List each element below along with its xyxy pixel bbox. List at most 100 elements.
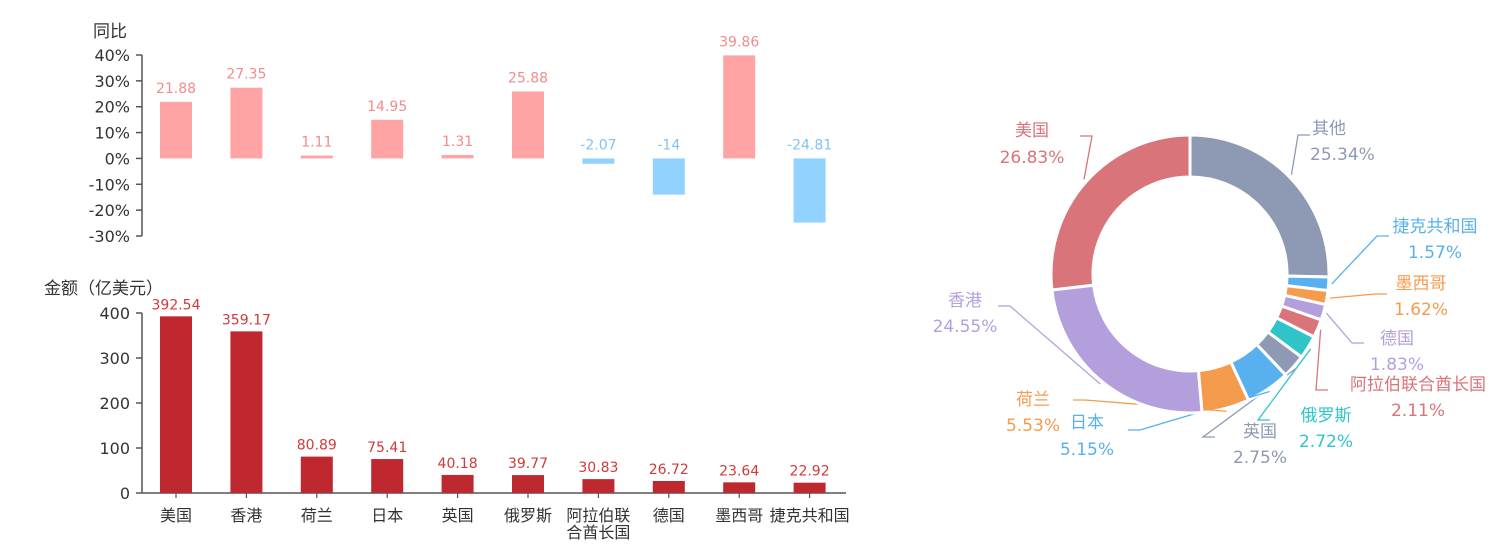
yoy-value-label: 39.86	[719, 34, 759, 50]
donut-slice-label: 英国	[1243, 422, 1277, 442]
donut-leader-line	[1290, 134, 1310, 175]
yoy-value-label: 27.35	[226, 67, 266, 83]
donut-leader-line	[998, 305, 1101, 385]
amount-y-tick-label: 400	[99, 304, 130, 323]
yoy-bar	[371, 119, 404, 159]
donut-leader-line	[1315, 329, 1328, 391]
amount-y-tick-label: 100	[99, 439, 130, 458]
donut-slice[interactable]	[1050, 283, 1204, 415]
amount-x-tick-label: 英国	[442, 506, 474, 525]
share-donut-chart: 其他 25.34% 捷克共和国 1.57% 墨西哥 1.62% 德国 1.83%阿拉伯联合酋长…	[933, 119, 1486, 468]
donut-slice-percent: 2.11%	[1391, 401, 1445, 421]
amount-bar	[793, 482, 826, 493]
amount-x-tick-label: 香港	[230, 506, 262, 525]
donut-slice[interactable]	[1188, 133, 1331, 279]
yoy-y-tick-label: -10%	[89, 175, 130, 194]
donut-slice-percent: 2.72%	[1299, 432, 1353, 452]
amount-value-label: 75.41	[367, 440, 407, 456]
yoy-y-tick-label: -20%	[89, 201, 130, 220]
amount-value-label: 23.64	[719, 463, 759, 479]
donut-slice-percent: 24.55%	[933, 317, 998, 337]
amount-bar	[652, 480, 685, 493]
amount-value-label: 80.89	[297, 438, 337, 454]
donut-slice-percent: 1.83%	[1370, 355, 1424, 375]
donut-leader-line	[1331, 235, 1389, 285]
yoy-y-tick-label: -30%	[89, 227, 130, 246]
yoy-bar	[512, 91, 544, 159]
amount-x-tick-label: 荷兰	[301, 506, 333, 525]
yoy-y-tick-label: 0%	[105, 149, 130, 168]
donut-slice[interactable]	[1049, 133, 1192, 292]
amount-value-label: 39.77	[508, 456, 548, 472]
amount-bar	[230, 331, 263, 493]
amount-bar	[300, 456, 333, 493]
donut-slice-percent: 26.83%	[1000, 148, 1065, 168]
yoy-value-label: -2.07	[580, 137, 616, 153]
donut-slice-label: 荷兰	[1016, 390, 1050, 410]
amount-y-tick-label: 0	[120, 484, 130, 503]
yoy-bar	[652, 158, 685, 195]
amount-x-tick-label: 合酋长国	[566, 523, 630, 542]
donut-leader-line	[1326, 312, 1364, 344]
amount-x-tick-label: 墨西哥	[715, 506, 763, 525]
amount-bar-chart: 0 100 200 300 400 392.54 美国 359.17 香港 80.89 荷兰 75.4…	[44, 279, 850, 542]
yoy-value-label: 21.88	[156, 81, 196, 97]
yoy-bar	[793, 158, 826, 223]
donut-leader-line	[1080, 135, 1093, 180]
amount-axis-title: 金额（亿美元）	[44, 279, 163, 299]
yoy-value-label: 14.95	[367, 99, 407, 115]
donut-slice-label: 阿拉伯联合酋长国	[1350, 375, 1486, 395]
amount-value-label: 26.72	[649, 462, 689, 478]
amount-x-tick-label: 美国	[160, 506, 192, 525]
amount-value-label: 392.54	[152, 297, 201, 313]
amount-x-tick-label: 阿拉伯联	[566, 506, 630, 525]
donut-slice-percent: 25.34%	[1310, 145, 1375, 165]
donut-slice-percent: 2.75%	[1233, 448, 1287, 468]
yoy-y-tick-label: 40%	[94, 46, 130, 65]
donut-slice-percent: 1.62%	[1394, 300, 1448, 320]
yoy-value-label: -14	[657, 137, 680, 153]
yoy-y-tick-label: 30%	[94, 72, 130, 91]
yoy-value-label: 1.31	[442, 134, 473, 150]
amount-bar	[582, 479, 615, 493]
amount-y-tick-label: 200	[99, 394, 130, 413]
amount-bar	[160, 316, 192, 493]
amount-x-tick-label: 俄罗斯	[504, 506, 552, 525]
amount-x-tick-label: 捷克共和国	[770, 506, 850, 525]
amount-value-label: 30.83	[578, 460, 618, 476]
yoy-bar	[160, 101, 192, 159]
amount-x-tick-label: 德国	[653, 506, 685, 525]
yoy-bar	[582, 158, 615, 164]
donut-slice-label: 美国	[1015, 121, 1049, 141]
donut-slice-label: 日本	[1070, 413, 1104, 433]
amount-value-label: 40.18	[438, 456, 478, 472]
donut-leader-line	[1329, 293, 1387, 299]
amount-value-label: 22.92	[790, 464, 830, 480]
donut-slice-percent: 5.15%	[1060, 440, 1114, 460]
amount-x-tick-label: 日本	[371, 506, 403, 525]
amount-bar	[371, 459, 404, 493]
amount-value-label: 359.17	[222, 312, 271, 328]
amount-y-tick-label: 300	[99, 349, 130, 368]
yoy-value-label: 25.88	[508, 71, 548, 87]
donut-slice-label: 德国	[1380, 329, 1414, 349]
donut-slice-label: 俄罗斯	[1301, 406, 1352, 426]
donut-slice-label: 墨西哥	[1396, 274, 1447, 294]
donut-slice-label: 香港	[948, 291, 982, 311]
donut-slice-percent: 5.53%	[1006, 416, 1060, 436]
yoy-bar-chart: 同比 -30% -20% -10% 0% 10% 20% 30% 40% 21.88 27.35 1.…	[89, 22, 833, 246]
yoy-y-tick-label: 10%	[94, 124, 130, 143]
donut-slice-percent: 1.57%	[1408, 243, 1462, 263]
donut-slice-label: 其他	[1312, 119, 1346, 139]
donut-slice-label: 捷克共和国	[1393, 217, 1478, 237]
amount-bar	[723, 482, 756, 493]
yoy-bar	[230, 87, 263, 159]
yoy-bar	[723, 55, 756, 159]
yoy-bar	[300, 155, 333, 159]
amount-bar	[512, 475, 544, 493]
yoy-y-tick-label: 20%	[94, 98, 130, 117]
yoy-axis-title: 同比	[93, 22, 127, 42]
donut-leader-line	[1256, 348, 1312, 421]
yoy-value-label: -24.81	[787, 137, 832, 153]
